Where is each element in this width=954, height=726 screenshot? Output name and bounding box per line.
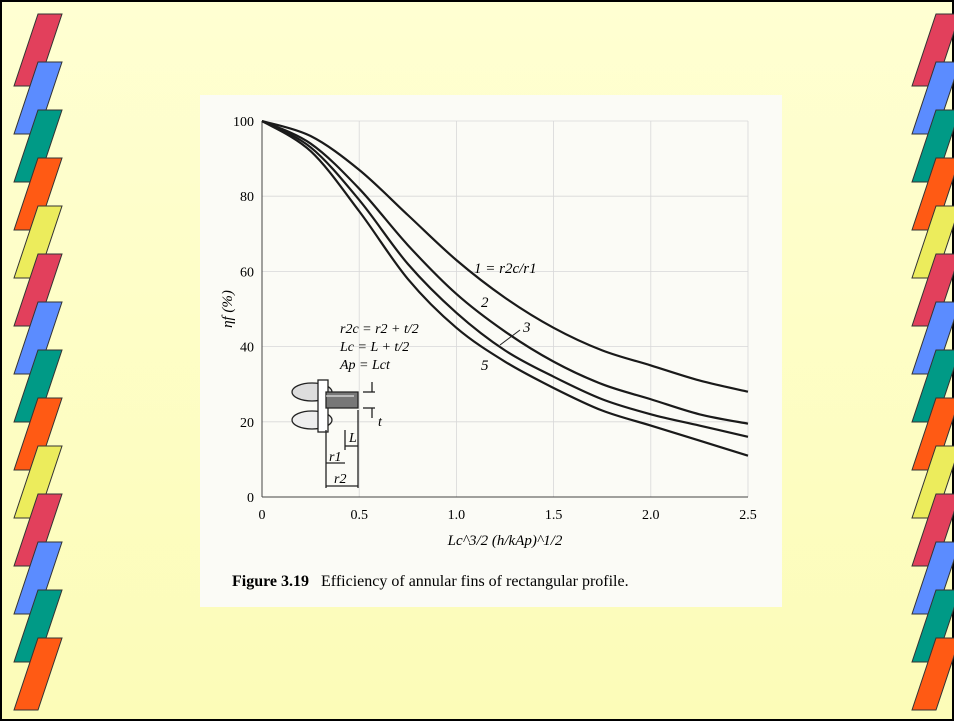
inset-label: r2: [334, 472, 346, 487]
curve-label: 1 = r2c/r1: [474, 261, 537, 277]
inset-label: Lc = L + t/2: [339, 340, 409, 355]
plot: 0 20 40 60 80 100 0 0.5 1.0 1.5 2.0 2.5 ηf (%) Lc^3/2…: [220, 115, 757, 590]
x-axis-label: Lc^3/2 (h/kAp)^1/2: [447, 533, 563, 549]
x-tick-label: 1.5: [545, 508, 563, 523]
x-tick-label: 0: [259, 508, 266, 523]
y-tick-label: 60: [240, 265, 254, 280]
inset-label: t: [378, 415, 383, 430]
x-tick-label: 2.0: [642, 508, 660, 523]
y-tick-label: 80: [240, 190, 254, 205]
curve-label: 2: [481, 295, 489, 311]
decorative-stripe: [911, 637, 954, 711]
curve: [261, 120, 749, 457]
inset-label: L: [348, 431, 357, 446]
x-tick-label: 2.5: [739, 508, 757, 523]
leader-line: [499, 329, 521, 346]
curve: [261, 120, 749, 438]
caption: Figure 3.19 Efficiency of annular fins of…: [232, 573, 629, 590]
x-tick-label: 1.0: [448, 508, 466, 523]
inset-label: Ap = Lct: [339, 358, 391, 373]
curve-label: 5: [481, 358, 489, 374]
inset-label: r2c = r2 + t/2: [340, 322, 419, 337]
figure-panel: [200, 95, 782, 607]
caption-number: Figure 3.19: [232, 573, 309, 590]
y-tick-label: 40: [240, 341, 254, 356]
y-tick-label: 20: [240, 416, 254, 431]
decoration: [13, 13, 954, 711]
y-tick-label: 100: [233, 115, 254, 130]
inset-label: r1: [329, 450, 341, 465]
curve: [261, 119, 749, 425]
x-tick-label: 0.5: [350, 508, 368, 523]
caption-text: Efficiency of annular fins of rectangula…: [321, 573, 629, 590]
curve-label: 3: [522, 320, 531, 336]
y-tick-label: 0: [247, 491, 254, 506]
curve: [261, 119, 749, 393]
y-axis-label: ηf (%): [220, 290, 236, 328]
inset-diagram: [291, 379, 375, 488]
decorative-stripe: [13, 637, 63, 711]
